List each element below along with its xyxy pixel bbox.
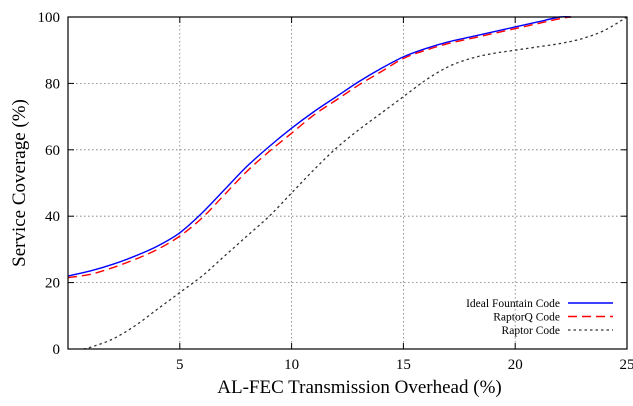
y-tick-label: 100 — [38, 10, 61, 26]
grid-lines — [68, 17, 627, 349]
series-lines — [67, 15, 628, 350]
x-axis-label: AL-FEC Transmission Overhead (%) — [217, 377, 501, 398]
series-line-ideal-fountain-code — [67, 15, 572, 277]
x-tick-label: 20 — [508, 357, 523, 373]
y-tick-label: 0 — [53, 342, 61, 358]
series-line-raptorq-code — [67, 16, 572, 279]
plot-frame — [67, 16, 628, 350]
x-tick-label: 15 — [396, 357, 411, 373]
x-tick-label: 5 — [176, 357, 184, 373]
y-tick-labels: 0 20 40 60 80 100 — [38, 10, 61, 358]
y-tick-label: 80 — [45, 76, 60, 92]
x-tick-labels: 5 10 15 20 25 — [176, 357, 633, 373]
legend-label-raptorq-code: RaptorQ Code — [493, 312, 560, 324]
y-tick-label: 20 — [45, 276, 60, 292]
y-tick-label: 40 — [45, 209, 60, 225]
legend-label-raptor-code: Raptor Code — [502, 325, 560, 337]
y-axis-label: Service Coverage (%) — [9, 99, 30, 267]
legend-label-ideal-fountain-code: Ideal Fountain Code — [466, 298, 560, 310]
x-tick-label: 10 — [284, 357, 299, 373]
y-tick-label: 60 — [45, 143, 60, 159]
x-tick-label: 25 — [620, 357, 633, 373]
